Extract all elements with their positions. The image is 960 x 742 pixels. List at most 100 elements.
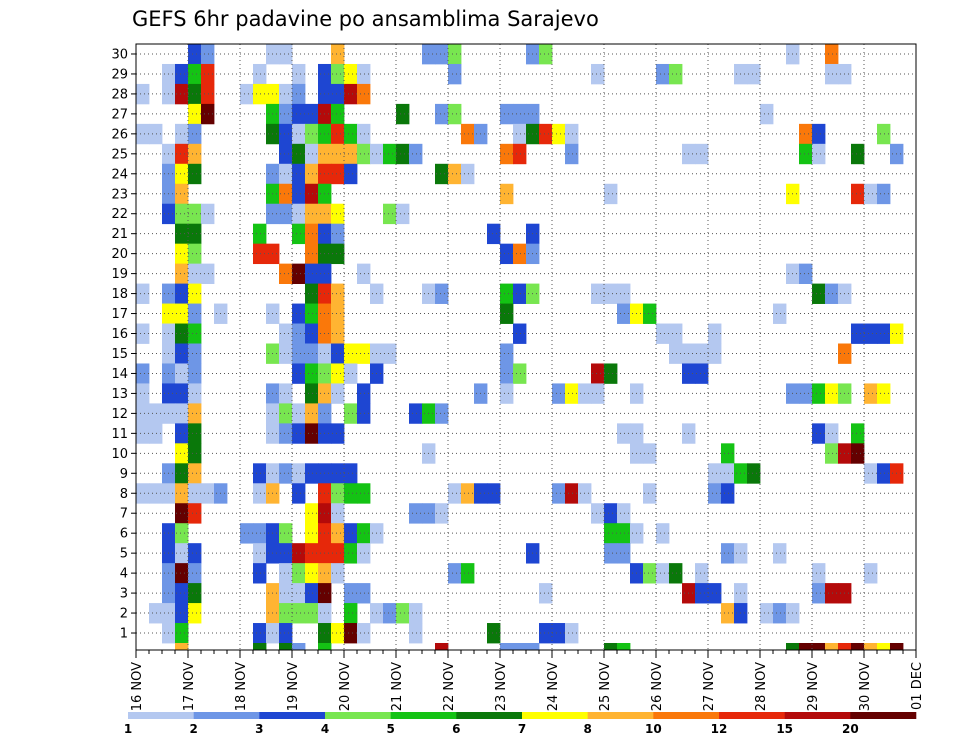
heatmap-cell — [292, 103, 306, 125]
heatmap-cell — [253, 63, 267, 85]
heatmap-cell — [396, 603, 410, 624]
heatmap-cell — [331, 323, 345, 344]
heatmap-cell — [305, 143, 319, 165]
heatmap-cell — [292, 263, 306, 284]
heatmap-cell — [513, 363, 527, 384]
heatmap-cell — [253, 243, 267, 265]
colorbar: 1 2 3 4 5 6 7 8 10 12 15 20 — [124, 712, 917, 736]
heatmap-cell — [175, 263, 189, 284]
heatmap-cell — [149, 123, 163, 145]
heatmap-cell — [708, 323, 722, 344]
heatmap-cell — [565, 123, 579, 145]
heatmap-cell — [799, 263, 813, 284]
heatmap-cell — [513, 143, 527, 165]
heatmap-cell — [396, 143, 410, 165]
heatmap-cell — [539, 123, 553, 145]
heatmap-cell — [591, 503, 605, 524]
heatmap-cell — [188, 163, 202, 185]
y-tick-label: 15 — [111, 347, 128, 362]
heatmap-cell — [656, 563, 670, 584]
dotted-gridlines — [136, 44, 916, 650]
heatmap-cell — [240, 523, 254, 544]
strip-cell — [279, 643, 293, 650]
heatmap-cell — [604, 503, 618, 524]
y-tick-label: 24 — [111, 167, 128, 182]
strip-cell — [799, 643, 813, 650]
heatmap-cell — [864, 563, 878, 584]
heatmap-cell — [513, 103, 527, 125]
x-tick-label: 30 NOV — [858, 662, 873, 711]
heatmap-cell — [305, 243, 319, 265]
heatmap-cell — [357, 263, 371, 284]
heatmap-cell — [747, 463, 761, 484]
heatmap-cell — [253, 543, 267, 564]
heatmap-cell — [383, 143, 397, 165]
heatmap-cell — [175, 83, 189, 105]
heatmap-cell — [344, 363, 358, 384]
heatmap-cell — [240, 83, 254, 105]
heatmap-cell — [175, 603, 189, 624]
heatmap-cell — [292, 303, 306, 324]
colorbar-swatch — [390, 712, 457, 719]
heatmap-cell — [149, 403, 163, 424]
heatmap-cell — [305, 203, 319, 225]
heatmap-cell — [617, 543, 631, 564]
y-tick-label: 5 — [120, 547, 128, 562]
colorbar-swatch — [325, 712, 391, 719]
heatmap-cell — [357, 123, 371, 145]
heatmap-cell — [435, 403, 449, 424]
x-tick-label: 17 NOV — [182, 662, 197, 711]
heatmap-cell — [175, 163, 189, 185]
heatmap-cell — [409, 403, 423, 424]
heatmap-cell — [656, 323, 670, 344]
heatmap-cell — [175, 123, 189, 145]
heatmap-cell — [331, 123, 345, 145]
bottom-strip-cells — [175, 643, 904, 650]
heatmap-cell — [396, 103, 410, 125]
heatmap-cell — [279, 143, 293, 165]
heatmap-cell — [344, 463, 358, 484]
heatmap-cell — [643, 563, 657, 584]
heatmap-cell — [695, 563, 709, 584]
heatmap-cell — [448, 163, 462, 185]
y-tick-label: 8 — [120, 487, 128, 502]
heatmap-cell — [149, 483, 163, 504]
y-tick-label: 9 — [120, 467, 128, 482]
heatmap-cell — [305, 403, 319, 424]
heatmap-cell — [305, 163, 319, 185]
heatmap-cell — [877, 183, 891, 205]
heatmap-cell — [305, 583, 319, 604]
y-tick-label: 11 — [111, 427, 128, 442]
heatmap-cell — [851, 183, 865, 205]
y-tick-label: 26 — [111, 127, 128, 142]
heatmap-cell — [643, 443, 657, 464]
strip-cell — [604, 643, 618, 650]
heatmap-cell — [344, 543, 358, 564]
heatmap-cell — [812, 123, 826, 145]
heatmap-cell — [448, 44, 462, 65]
heatmap-cell — [708, 343, 722, 364]
heatmap-cell — [656, 63, 670, 85]
heatmap-cell — [279, 163, 293, 185]
x-tick-label: 27 NOV — [702, 662, 717, 711]
heatmap-cell — [136, 423, 150, 444]
colorbar-label: 8 — [583, 722, 591, 736]
heatmap-cell — [669, 343, 683, 364]
heatmap-cell — [292, 223, 306, 245]
heatmap-cell — [175, 563, 189, 584]
heatmap-cells — [136, 44, 904, 644]
heatmap-cell — [331, 503, 345, 524]
heatmap-cell — [643, 303, 657, 324]
heatmap-cell — [136, 283, 150, 304]
heatmap-cell — [877, 383, 891, 404]
y-tick-label: 17 — [111, 307, 128, 322]
heatmap-cell — [617, 503, 631, 524]
heatmap-cell — [188, 143, 202, 165]
heatmap-cell — [331, 143, 345, 165]
strip-cell — [617, 643, 631, 650]
y-tick-label: 22 — [111, 207, 128, 222]
heatmap-cell — [331, 103, 345, 125]
heatmap-cell — [851, 323, 865, 344]
heatmap-cell — [552, 383, 566, 404]
heatmap-cell — [552, 483, 566, 504]
